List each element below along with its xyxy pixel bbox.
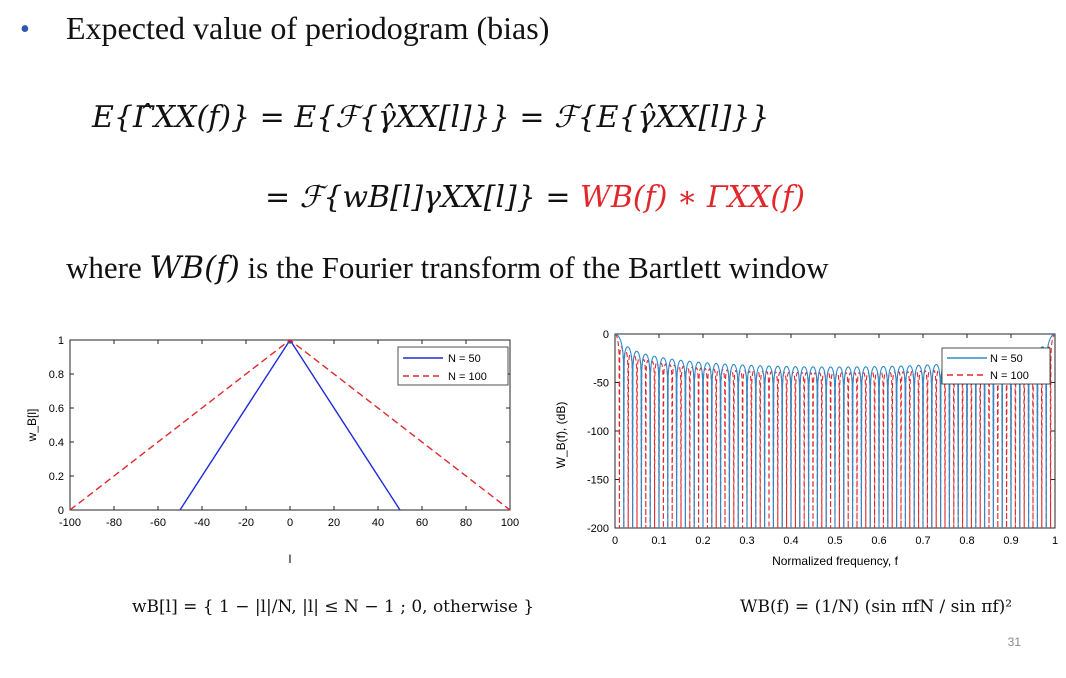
bartlett-spectrum-formula: WB(f) = (1/N) (sin πfN / sin πf)²	[740, 597, 1013, 617]
bullet: •	[20, 14, 30, 45]
left-x-tick-label: 60	[416, 517, 428, 529]
left-series-lines	[69, 338, 511, 511]
right-y-tick-label: -100	[587, 426, 609, 438]
bartlett-spectrum-chart: 0 0.1 0.2 0.3 0.4 0.5 0.6 0.7 0.8 0.9 1 -200 -150 -1…	[554, 329, 1058, 568]
right-y-tick-label: 0	[603, 329, 609, 341]
where-math: WB(f)	[149, 250, 240, 286]
left-x-tick-label: -60	[150, 517, 166, 529]
left-x-tick-label: 0	[287, 517, 293, 529]
right-x-tick-label: 0.8	[959, 535, 974, 547]
left-x-tick-label: -80	[106, 517, 122, 529]
left-x-tick-label: 100	[501, 517, 519, 529]
right-y-tick-label: -200	[587, 523, 609, 535]
left-x-label: l	[289, 552, 292, 566]
right-x-label: Normalized frequency, f	[772, 554, 898, 568]
left-y-tick-label: 1	[58, 335, 64, 347]
bartlett-window-formula: wB[l] = { 1 − |l|/N, |l| ≤ N − 1 ; 0, ot…	[132, 597, 535, 617]
equation-line-2-result: WB(f) ∗ ΓXX(f)	[580, 180, 805, 215]
left-x-ticks: -100 -80 -60 -40 -20 0 20 40 60 80 100	[59, 340, 519, 529]
left-x-tick-label: -100	[59, 517, 81, 529]
left-y-tick-label: 0.6	[49, 403, 64, 415]
left-legend-box	[397, 346, 509, 386]
right-y-label: W_B(f), (dB)	[554, 402, 568, 469]
right-legend-label-n100: N = 100	[990, 370, 1029, 382]
right-y-tick-label: -50	[593, 378, 609, 390]
left-x-tick-label: -40	[194, 517, 210, 529]
slide-title: Expected value of periodogram (bias)	[66, 10, 550, 46]
right-x-ticks: 0 0.1 0.2 0.3 0.4 0.5 0.6 0.7 0.8 0.9 1	[612, 334, 1058, 547]
left-x-tick-label: -20	[238, 517, 254, 529]
left-series-line-n100	[69, 339, 511, 511]
equation-line-2: = ℱ{wB[l]γXX[l]} = WB(f) ∗ ΓXX(f)	[265, 180, 805, 215]
left-x-tick-label: 80	[460, 517, 472, 529]
equation-line-1: E{Γ̂XX(f)} = E{ℱ{γ̂XX[l]}} = ℱ{E{γ̂XX[l]…	[92, 100, 770, 135]
where-post: is the Fourier transform of the Bartlett…	[247, 250, 829, 285]
right-x-tick-label: 0.2	[695, 535, 710, 547]
equation-line-2-lhs: = ℱ{wB[l]γXX[l]} =	[265, 180, 581, 215]
right-y-tick-label: -150	[587, 475, 609, 487]
right-x-tick-label: 0.9	[1003, 535, 1018, 547]
right-x-tick-label: 0.6	[871, 535, 886, 547]
where-sentence: where WB(f) is the Fourier transform of …	[66, 250, 829, 286]
left-y-tick-label: 0.2	[49, 471, 64, 483]
left-y-label: w_B[l]	[25, 409, 39, 443]
right-x-tick-label: 0.7	[915, 535, 930, 547]
bartlett-window-chart: -100 -80 -60 -40 -20 0 20 40 60 80 100 00.20.40.60…	[25, 335, 519, 566]
left-y-tick-label: 0.8	[49, 369, 64, 381]
right-x-tick-label: 0.1	[651, 535, 666, 547]
left-legend: N = 50 N = 100	[397, 346, 509, 386]
right-x-tick-label: 0.5	[827, 535, 842, 547]
left-y-ticks: 0 0.2 0.4 0.6 0.8 1	[49, 335, 510, 517]
right-legend: N = 50 N = 100	[941, 347, 1051, 385]
right-x-tick-label: 0	[612, 535, 618, 547]
right-x-tick-label: 0.4	[783, 535, 798, 547]
left-y-tick-label: 0	[58, 505, 64, 517]
right-legend-box	[941, 347, 1051, 385]
left-legend-label-n50: N = 50	[448, 353, 481, 365]
where-pre: where	[66, 250, 142, 285]
left-x-tick-label: 40	[372, 517, 384, 529]
right-x-tick-label: 1	[1052, 535, 1058, 547]
left-y-tick-label: 0.4	[49, 437, 64, 449]
page-number: 31	[1007, 635, 1021, 649]
right-x-tick-label: 0.3	[739, 535, 754, 547]
right-y-ticks: -200 -150 -100 -50 0	[587, 329, 1055, 535]
right-legend-label-n50: N = 50	[990, 353, 1023, 365]
left-x-tick-label: 20	[328, 517, 340, 529]
left-legend-label-n100: N = 100	[448, 371, 487, 383]
